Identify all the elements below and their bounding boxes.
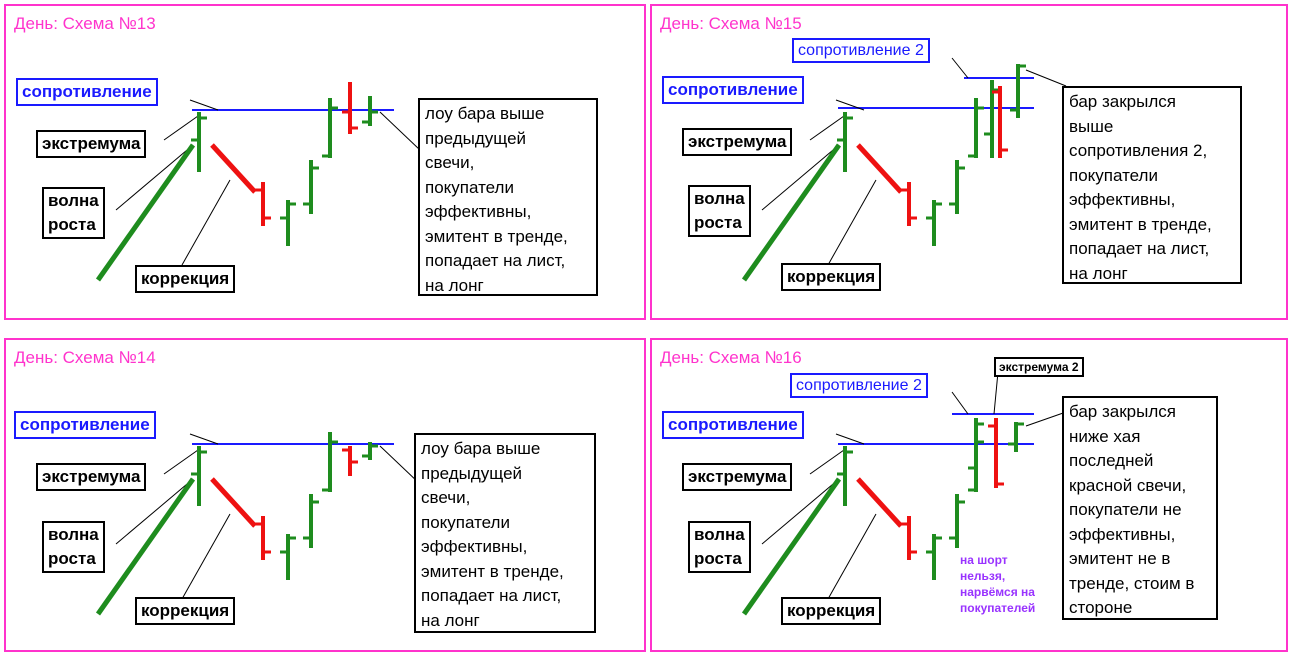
- extremum-label: экстремума: [682, 463, 793, 491]
- panel-title: День: Схема №14: [14, 348, 156, 367]
- label-leader-line: [163, 449, 199, 475]
- resistance2-label: сопротивление 2: [792, 38, 930, 63]
- resistance-label: сопротивление: [16, 78, 158, 106]
- wave-label: волна роста: [688, 185, 751, 237]
- resistance2-label: сопротивление 2: [790, 373, 928, 398]
- description-box: бар закрылся выше сопротивления 2, покуп…: [1062, 86, 1242, 284]
- label-leader-line: [993, 371, 999, 415]
- label-leader-line: [189, 99, 219, 111]
- label-leader-line: [809, 449, 845, 475]
- correction-line: [856, 477, 903, 528]
- description-leader-line: [379, 111, 421, 151]
- correction-label: коррекция: [135, 265, 236, 293]
- label-leader-line: [835, 99, 865, 111]
- correction-label: коррекция: [781, 263, 882, 291]
- correction-line: [210, 477, 257, 528]
- label-leader-line: [163, 115, 199, 141]
- label-leader-line: [835, 433, 865, 445]
- extremum2-label: экстремума 2: [994, 357, 1084, 377]
- label-leader-line: [951, 57, 969, 79]
- wave-label: волна роста: [42, 521, 105, 573]
- resistance-label: сопротивление: [14, 411, 156, 439]
- growth-wave-line: [741, 143, 842, 282]
- description-leader-line: [379, 445, 421, 485]
- extremum-label: экстремума: [36, 463, 147, 491]
- description-leader-line: [1025, 411, 1067, 427]
- label-leader-line: [809, 115, 845, 141]
- label-leader-line: [115, 144, 194, 211]
- description-box: бар закрылся ниже хая последней красной …: [1062, 396, 1218, 620]
- label-leader-line: [951, 391, 969, 415]
- label-leader-line: [761, 478, 840, 545]
- growth-wave-line: [95, 477, 196, 616]
- wave-label: волна роста: [688, 521, 751, 573]
- label-leader-line: [115, 478, 194, 545]
- extremum-label: экстремума: [36, 130, 147, 158]
- resistance-label: сопротивление: [662, 411, 804, 439]
- growth-wave-line: [741, 477, 842, 616]
- resistance-label: сопротивление: [662, 76, 804, 104]
- label-leader-line: [761, 144, 840, 211]
- label-leader-line: [181, 513, 231, 600]
- correction-label: коррекция: [135, 597, 236, 625]
- growth-wave-line: [95, 143, 196, 282]
- short-warning-note: на шорт нельзя, нарвёмся на покупателей: [960, 553, 1036, 615]
- label-leader-line: [827, 179, 877, 266]
- correction-line: [210, 143, 257, 194]
- correction-label: коррекция: [781, 597, 882, 625]
- description-leader-line: [1025, 69, 1067, 87]
- wave-label: волна роста: [42, 187, 105, 239]
- description-box: лоу бара выше предыдущей свечи, покупате…: [414, 433, 596, 633]
- extremum-label: экстремума: [682, 128, 793, 156]
- label-leader-line: [189, 433, 219, 445]
- panel-title: День: Схема №15: [660, 14, 802, 33]
- label-leader-line: [181, 179, 231, 266]
- correction-line: [856, 143, 903, 194]
- description-box: лоу бара выше предыдущей свечи, покупате…: [418, 98, 598, 296]
- panel-title: День: Схема №13: [14, 14, 156, 33]
- label-leader-line: [827, 513, 877, 600]
- panel-title: День: Схема №16: [660, 348, 802, 367]
